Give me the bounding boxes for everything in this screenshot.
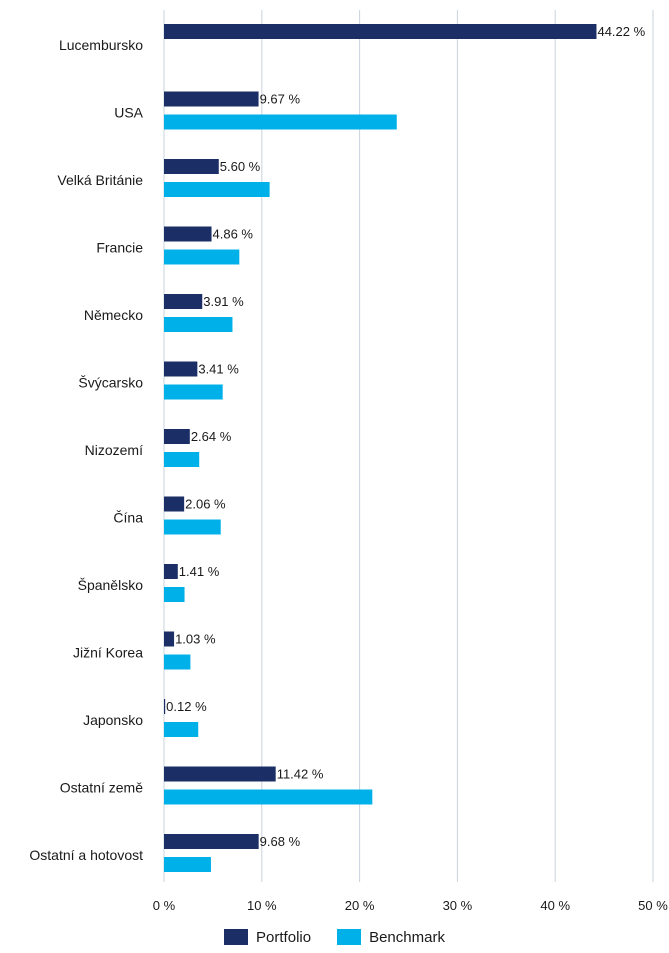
benchmark-bar — [164, 789, 373, 805]
x-tick-label: 30 % — [443, 898, 473, 913]
benchmark-bar — [164, 857, 211, 872]
portfolio-data-label: 3.91 % — [203, 294, 244, 309]
category-label: Ostatní země — [60, 780, 143, 796]
benchmark-bar — [164, 452, 200, 467]
portfolio-data-label: 9.67 % — [260, 92, 301, 107]
benchmark-bar — [164, 587, 185, 602]
legend-item-benchmark: Benchmark — [337, 929, 445, 946]
portfolio-data-label: 2.64 % — [191, 429, 232, 444]
x-tick-label: 50 % — [638, 898, 668, 913]
benchmark-bar — [164, 722, 199, 737]
legend-swatch-portfolio — [224, 929, 249, 945]
category-label: Velká Británie — [57, 172, 143, 188]
portfolio-bar — [164, 294, 203, 309]
legend-label-portfolio: Portfolio — [256, 928, 312, 946]
portfolio-data-label: 9.68 % — [260, 834, 301, 849]
portfolio-data-label: 3.41 % — [198, 362, 239, 377]
benchmark-bar — [164, 114, 397, 130]
bar-chart: 0 % 10 % 20 % 30 % 40 % 50 % Lucembursko 44.22 … — [29, 10, 668, 913]
category-label: Ostatní a hotovost — [29, 847, 143, 863]
category-label: Lucembursko — [59, 37, 143, 53]
benchmark-bar — [164, 519, 221, 535]
portfolio-data-label: 5.60 % — [220, 159, 261, 174]
portfolio-bar — [164, 699, 166, 714]
portfolio-data-label: 1.41 % — [179, 564, 220, 579]
portfolio-bar — [164, 496, 185, 512]
benchmark-bar — [164, 384, 223, 400]
category-label: USA — [114, 105, 143, 121]
x-tick-label: 20 % — [345, 898, 375, 913]
category-label: Švýcarsko — [78, 375, 143, 391]
category-label: Německo — [84, 307, 143, 323]
portfolio-data-label: 1.03 % — [175, 632, 216, 647]
portfolio-bar — [164, 834, 259, 849]
portfolio-data-label: 0.12 % — [166, 699, 207, 714]
legend-label-benchmark: Benchmark — [369, 928, 445, 946]
category-label: Japonsko — [83, 712, 143, 728]
x-tick-label: 40 % — [540, 898, 570, 913]
benchmark-bar — [164, 182, 270, 197]
portfolio-bar — [164, 24, 597, 39]
x-tick-label: 10 % — [247, 898, 277, 913]
portfolio-data-label: 11.42 % — [277, 767, 324, 782]
x-tick-label: 0 % — [153, 898, 176, 913]
category-label: Nizozemí — [85, 442, 143, 458]
portfolio-data-label: 4.86 % — [213, 227, 254, 242]
category-label: Španělsko — [78, 577, 144, 593]
portfolio-bar — [164, 429, 190, 444]
portfolio-bar — [164, 564, 178, 579]
benchmark-bar — [164, 249, 240, 265]
portfolio-bar — [164, 159, 219, 174]
benchmark-bar — [164, 654, 191, 670]
category-label: Čína — [113, 510, 143, 526]
category-label: Francie — [96, 240, 143, 256]
legend-swatch-benchmark — [337, 929, 362, 945]
portfolio-bar — [164, 91, 259, 107]
portfolio-bar — [164, 361, 198, 377]
portfolio-bar — [164, 631, 175, 647]
portfolio-bar — [164, 226, 212, 242]
chart-legend: Portfolio Benchmark — [0, 925, 669, 949]
benchmark-bar — [164, 317, 233, 332]
portfolio-data-label: 44.22 % — [597, 24, 645, 39]
portfolio-bar — [164, 766, 276, 782]
legend-item-portfolio: Portfolio — [224, 929, 311, 946]
portfolio-data-label: 2.06 % — [185, 497, 226, 512]
category-label: Jižní Korea — [73, 645, 143, 661]
